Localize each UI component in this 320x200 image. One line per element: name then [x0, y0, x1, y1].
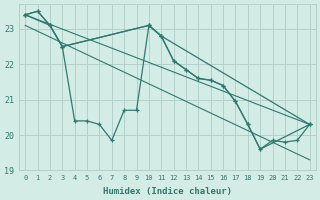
X-axis label: Humidex (Indice chaleur): Humidex (Indice chaleur) [103, 187, 232, 196]
